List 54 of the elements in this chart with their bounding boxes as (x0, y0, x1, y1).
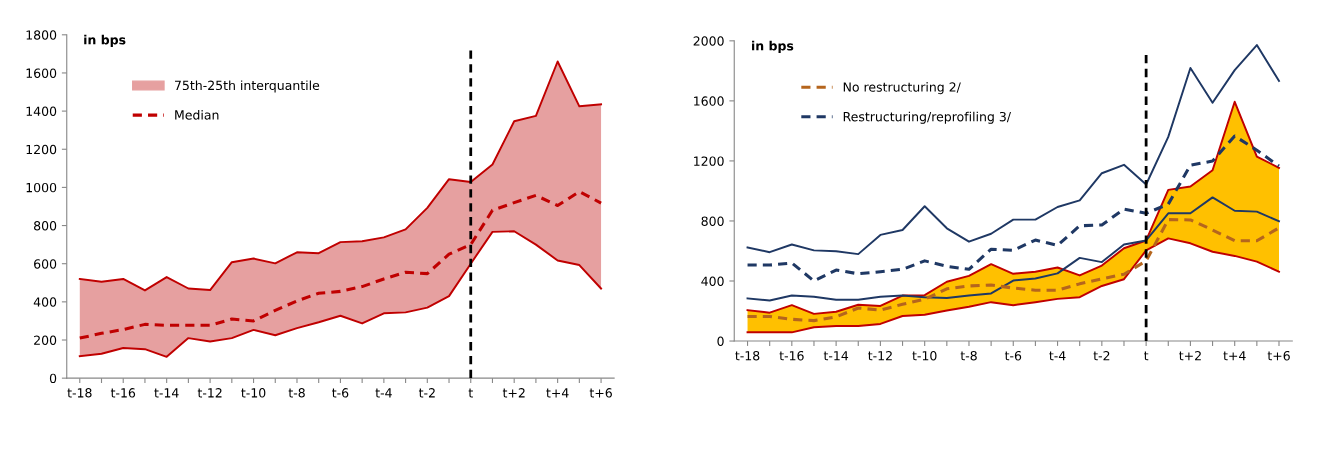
x-tick-label: t-18 (735, 350, 760, 361)
legend-label: Restructuring/reprofiling 3/ (843, 111, 1012, 124)
y-tick-label: 1200 (694, 156, 724, 166)
x-tick-label: t-8 (960, 350, 977, 361)
y-tick-label: 1600 (26, 68, 57, 78)
line-series (78, 190, 603, 340)
x-tick-label: t-6 (332, 388, 349, 398)
y-tick-label: 800 (701, 216, 724, 226)
x-tick-label: t-2 (418, 388, 435, 398)
y-tick-label: 1600 (694, 96, 724, 106)
y-tick-label: 400 (33, 297, 57, 307)
y-tick-label: 1800 (26, 30, 57, 40)
x-tick-label: t-4 (375, 388, 392, 398)
x-tick-label: t-2 (1093, 350, 1110, 361)
x-tick-label: t-16 (779, 350, 804, 361)
line-series (78, 230, 603, 358)
x-tick-label: t-10 (241, 388, 266, 398)
y-tick-label: 1400 (26, 106, 57, 117)
x-tick-label: t-14 (154, 388, 179, 398)
x-tick-label: t (468, 388, 473, 398)
line-series (746, 196, 1280, 302)
y-tick-label: 800 (34, 221, 57, 231)
x-tick-label: t-4 (1049, 351, 1066, 361)
x-tick-label: t-6 (1004, 350, 1022, 361)
x-tick-label: t-12 (868, 350, 892, 361)
x-tick-label: t-12 (197, 388, 222, 398)
x-tick-label: t-16 (110, 388, 136, 398)
line-series (746, 237, 1280, 334)
y-tick-label: 200 (34, 335, 57, 345)
y-tick-label: 1200 (26, 144, 57, 155)
x-tick-label: t+2 (502, 388, 525, 398)
x-tick-label: t+6 (1267, 350, 1290, 361)
x-tick-label: t-14 (823, 351, 849, 361)
line-series (746, 134, 1281, 283)
y-tick-label: 0 (717, 336, 724, 346)
x-tick-label: t+2 (1179, 350, 1201, 361)
x-tick-label: t+6 (589, 388, 612, 398)
line-series (746, 218, 1281, 323)
y-tick-label: 2000 (693, 36, 724, 46)
x-tick-label: t-18 (67, 388, 92, 398)
legend-label: 75th-25th interquantile (175, 80, 320, 93)
x-tick-label: t-10 (912, 350, 937, 361)
x-tick-label: t (1144, 351, 1149, 361)
y-tick-label: 400 (701, 276, 724, 286)
y-tick-label: 0 (49, 373, 57, 384)
y-tick-label: 1000 (26, 182, 57, 193)
y-axis-title: in bps (84, 34, 126, 47)
y-tick-label: 600 (34, 259, 57, 269)
x-tick-label: t+4 (1223, 351, 1246, 361)
x-tick-label: t-8 (288, 388, 305, 398)
y-axis-title: in bps (752, 40, 794, 53)
x-tick-label: t+4 (546, 388, 569, 398)
legend-label: Median (175, 109, 219, 120)
legend-label: No restructuring 2/ (843, 82, 961, 95)
